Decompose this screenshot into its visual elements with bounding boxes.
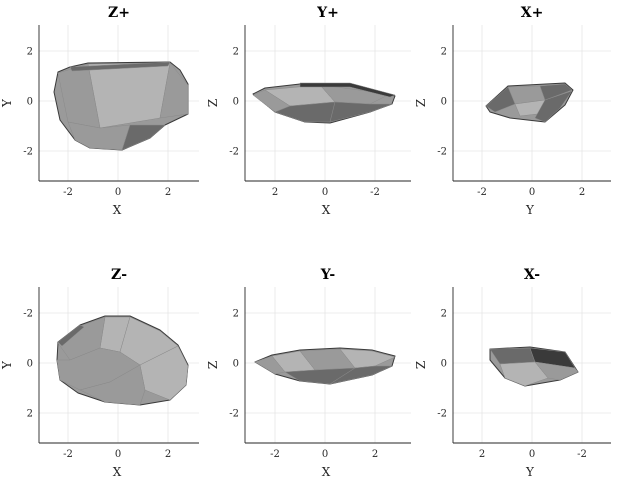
- shape-facet: [329, 101, 393, 123]
- y-tick-label: 0: [27, 359, 33, 370]
- y-tick-label: 0: [441, 359, 447, 370]
- asteroid-shape: [485, 82, 574, 123]
- x-tick-label: 0: [115, 187, 121, 198]
- x-tick-label: 2: [165, 449, 171, 460]
- y-tick-label: -2: [23, 147, 33, 158]
- x-axis-label: X: [322, 203, 331, 217]
- y-tick-label: 0: [441, 97, 447, 108]
- asteroid-shape: [254, 347, 396, 385]
- shape-facet: [121, 124, 166, 151]
- panel-title: Y+: [316, 5, 339, 21]
- x-tick-label: -2: [270, 449, 280, 460]
- x-tick-label: 0: [115, 449, 121, 460]
- shape-facet: [159, 62, 189, 119]
- x-axis-label: X: [322, 465, 331, 479]
- asteroid-shape: [56, 315, 189, 406]
- asteroid-shape: [489, 346, 579, 387]
- asteroid-shape: [53, 61, 189, 151]
- x-axis-label: X: [113, 203, 122, 217]
- shape-facet: [485, 86, 516, 113]
- panel-title: Y-: [320, 267, 336, 283]
- y-axis-label: Z: [206, 99, 220, 107]
- y-tick-label: 2: [27, 47, 33, 58]
- panel-title: Z-: [111, 267, 127, 283]
- x-tick-label: -2: [63, 449, 73, 460]
- panel-yplus: Y+ 2 0 -2 2 0 -2 X Z: [206, 5, 411, 217]
- x-axis-label: Y: [525, 203, 535, 217]
- shape-facet: [499, 361, 549, 387]
- x-tick-label: 2: [272, 187, 278, 198]
- y-tick-label: 0: [233, 97, 239, 108]
- y-tick-label: -2: [229, 147, 239, 158]
- panel-zminus: Z- -2 0 2 -2 0 2 X Y: [0, 267, 199, 479]
- y-tick-label: -2: [23, 309, 33, 320]
- x-tick-label: 2: [579, 187, 585, 198]
- y-axis-label: Z: [206, 361, 220, 369]
- shape-facet: [534, 361, 579, 381]
- y-tick-label: 0: [27, 97, 33, 108]
- y-tick-label: 2: [233, 47, 239, 58]
- y-tick-label: 0: [233, 359, 239, 370]
- x-tick-label: 2: [372, 449, 378, 460]
- x-tick-label: 0: [322, 187, 328, 198]
- x-tick-label: -2: [370, 187, 380, 198]
- shape-facet: [299, 82, 396, 98]
- x-axis-label: X: [113, 465, 122, 479]
- y-tick-label: -2: [437, 147, 447, 158]
- x-tick-label: 2: [165, 187, 171, 198]
- shape-facet: [539, 83, 573, 101]
- panel-title: X-: [524, 267, 540, 283]
- y-tick-label: -2: [437, 409, 447, 420]
- x-axis-label: Y: [525, 465, 535, 479]
- panel-xplus: X+ -2 0 2 2 0 -2 Y Z: [414, 5, 611, 217]
- panel-xminus: X- 2 0 -2 2 0 -2 Y Z: [414, 267, 611, 479]
- shape-facet: [87, 62, 171, 129]
- y-tick-label: 2: [27, 409, 33, 420]
- y-tick-label: -2: [229, 409, 239, 420]
- y-axis-label: Y: [0, 98, 14, 108]
- x-tick-label: 0: [529, 449, 535, 460]
- y-tick-label: 2: [441, 47, 447, 58]
- panel-zplus: Z+ -2 0 2 2 0 -2 X Y: [0, 5, 199, 217]
- shape-facet: [329, 365, 393, 385]
- asteroid-shape: [252, 82, 396, 124]
- y-axis-label: Z: [414, 361, 428, 369]
- shape-facet: [339, 348, 396, 369]
- x-tick-label: -2: [477, 187, 487, 198]
- panel-yminus: Y- -2 0 2 2 0 -2 X Z: [206, 267, 411, 479]
- shape-facet: [534, 90, 573, 123]
- y-axis-label: Z: [414, 99, 428, 107]
- y-tick-label: 2: [233, 309, 239, 320]
- shape-facet: [254, 355, 286, 375]
- shape-facet: [69, 61, 171, 72]
- x-tick-label: 0: [322, 449, 328, 460]
- x-tick-label: 2: [479, 449, 485, 460]
- x-tick-label: -2: [63, 187, 73, 198]
- panel-title: Z+: [108, 5, 130, 21]
- y-tick-label: 2: [441, 309, 447, 320]
- panel-title: X+: [521, 5, 544, 21]
- shape-facet: [79, 364, 146, 406]
- x-tick-label: -2: [577, 449, 587, 460]
- y-axis-label: Y: [0, 360, 14, 370]
- shape-facet: [57, 324, 85, 347]
- x-tick-label: 0: [529, 187, 535, 198]
